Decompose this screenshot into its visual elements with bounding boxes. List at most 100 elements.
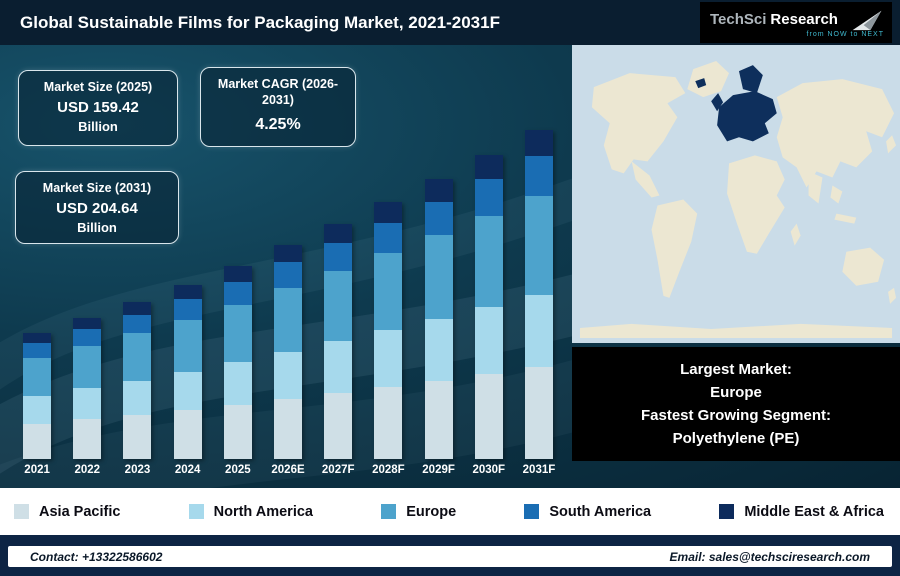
market-size-2031-value: USD 204.64 xyxy=(56,200,138,218)
bar-segment-south-america xyxy=(73,329,102,347)
bar xyxy=(173,285,202,459)
bar-segment-asia-pacific xyxy=(424,380,453,460)
main-area: Market Size (2025) USD 159.42 Billion Ma… xyxy=(0,45,900,488)
logo-arrow-icon xyxy=(852,10,882,30)
bar-segment-asia-pacific xyxy=(73,419,102,459)
bar-segment-south-america xyxy=(424,201,453,236)
bar-segment-south-america xyxy=(23,343,52,359)
bar-segment-asia-pacific xyxy=(23,423,52,459)
bar-segment-south-america xyxy=(274,262,303,288)
region-southeast-asia xyxy=(830,185,843,204)
region-europe-highlight xyxy=(717,91,777,142)
region-scandinavia-highlight xyxy=(738,65,763,94)
island-new-zealand xyxy=(888,287,897,304)
market-size-2031-label: Market Size (2031) xyxy=(42,181,152,195)
legend-label: Europe xyxy=(406,503,457,520)
bar-segment-south-america xyxy=(474,179,503,216)
market-size-2025-unit: Billion xyxy=(78,119,118,135)
bar-column: 2026E xyxy=(263,245,313,476)
bar-segment-north-america xyxy=(524,294,553,367)
techsci-logo: TechSci Research from NOW to NEXT xyxy=(700,2,892,43)
legend-item: North America xyxy=(188,503,313,520)
bar-segment-middle-east-africa xyxy=(524,130,553,157)
market-size-2025-box: Market Size (2025) USD 159.42 Billion xyxy=(18,70,178,146)
x-axis-label: 2027F xyxy=(321,464,355,476)
legend-item: Europe xyxy=(381,504,456,520)
x-axis-label: 2028F xyxy=(372,464,405,476)
legend-item: South America xyxy=(524,504,651,520)
market-size-2031-box: Market Size (2031) USD 204.64 Billion xyxy=(15,171,179,245)
bar-segment-europe xyxy=(274,287,303,352)
bar-column: 2029F xyxy=(414,179,464,476)
bar-segment-europe xyxy=(474,215,503,307)
legend-item: Asia Pacific xyxy=(14,504,120,520)
bar-segment-europe xyxy=(324,270,353,342)
continent-north-america xyxy=(591,73,686,174)
continent-south-america xyxy=(651,199,698,298)
bar-column: 2023 xyxy=(112,302,162,476)
callout-line: Polyethylene (PE) xyxy=(672,430,800,448)
legend-swatch xyxy=(188,504,204,519)
callout-line: Largest Market: xyxy=(680,360,792,378)
bar-segment-middle-east-africa xyxy=(23,333,52,344)
world-map xyxy=(572,45,900,343)
legend-swatch xyxy=(14,504,29,519)
bar-segment-south-america xyxy=(324,242,353,271)
legend-label: Middle East & Africa xyxy=(744,503,884,520)
legend-swatch xyxy=(524,504,540,519)
continent-africa xyxy=(727,155,785,254)
bar-segment-north-america xyxy=(274,351,303,400)
contact-phone: Contact: +13322586602 xyxy=(30,549,163,564)
bar-column: 2024 xyxy=(163,285,213,476)
bar-segment-asia-pacific xyxy=(123,415,152,459)
region-india xyxy=(808,171,823,204)
market-size-2025-value: USD 159.42 xyxy=(57,99,139,117)
bar-segment-middle-east-africa xyxy=(274,245,303,263)
bar xyxy=(324,224,353,459)
bar xyxy=(123,302,152,459)
x-axis-label: 2022 xyxy=(74,464,101,476)
bar xyxy=(274,245,303,459)
contact-email: Email: sales@techsciresearch.com xyxy=(669,549,870,564)
x-axis-label: 2023 xyxy=(124,464,151,476)
bar-column: 2030F xyxy=(464,155,514,476)
island-japan xyxy=(886,135,897,154)
legend-swatch xyxy=(381,504,397,519)
bar-segment-north-america xyxy=(474,306,503,374)
bar-segment-asia-pacific xyxy=(374,386,403,459)
legend-item: Middle East & Africa xyxy=(719,504,884,520)
x-axis-label: 2026E xyxy=(271,464,305,476)
footer-bar: Contact: +13322586602 Email: sales@techs… xyxy=(0,535,900,576)
bar xyxy=(23,333,52,459)
bar-segment-north-america xyxy=(123,380,152,416)
bar-column: 2027F xyxy=(313,224,363,476)
x-axis-label: 2030F xyxy=(472,464,506,476)
legend-label: North America xyxy=(213,503,313,520)
x-axis-label: 2029F xyxy=(422,464,455,476)
bar-segment-europe xyxy=(123,333,152,381)
bar-segment-europe xyxy=(23,358,52,396)
bar-segment-asia-pacific xyxy=(474,373,503,459)
legend-label: Asia Pacific xyxy=(39,503,121,520)
bar-column: 2025 xyxy=(213,266,263,476)
header-bar: Global Sustainable Films for Packaging M… xyxy=(0,0,900,45)
bar-segment-middle-east-africa xyxy=(173,285,202,299)
bar-segment-europe xyxy=(524,195,553,295)
bar-segment-middle-east-africa xyxy=(123,302,152,315)
bar-segment-europe xyxy=(223,304,252,363)
bar-segment-europe xyxy=(374,253,403,331)
island-madagascar xyxy=(790,223,801,246)
bar-segment-north-america xyxy=(173,371,202,411)
legend-label: South America xyxy=(549,503,652,520)
bar-segment-europe xyxy=(424,235,453,320)
bar-segment-middle-east-africa xyxy=(474,155,503,180)
bar-segment-north-america xyxy=(324,341,353,394)
bar-segment-north-america xyxy=(424,319,453,381)
continent-australia xyxy=(842,247,885,286)
page-title: Global Sustainable Films for Packaging M… xyxy=(20,12,500,32)
bar xyxy=(223,266,252,459)
bar-segment-asia-pacific xyxy=(173,410,202,459)
bar-segment-asia-pacific xyxy=(223,404,252,459)
bar-segment-europe xyxy=(73,346,102,389)
bar xyxy=(424,179,453,460)
